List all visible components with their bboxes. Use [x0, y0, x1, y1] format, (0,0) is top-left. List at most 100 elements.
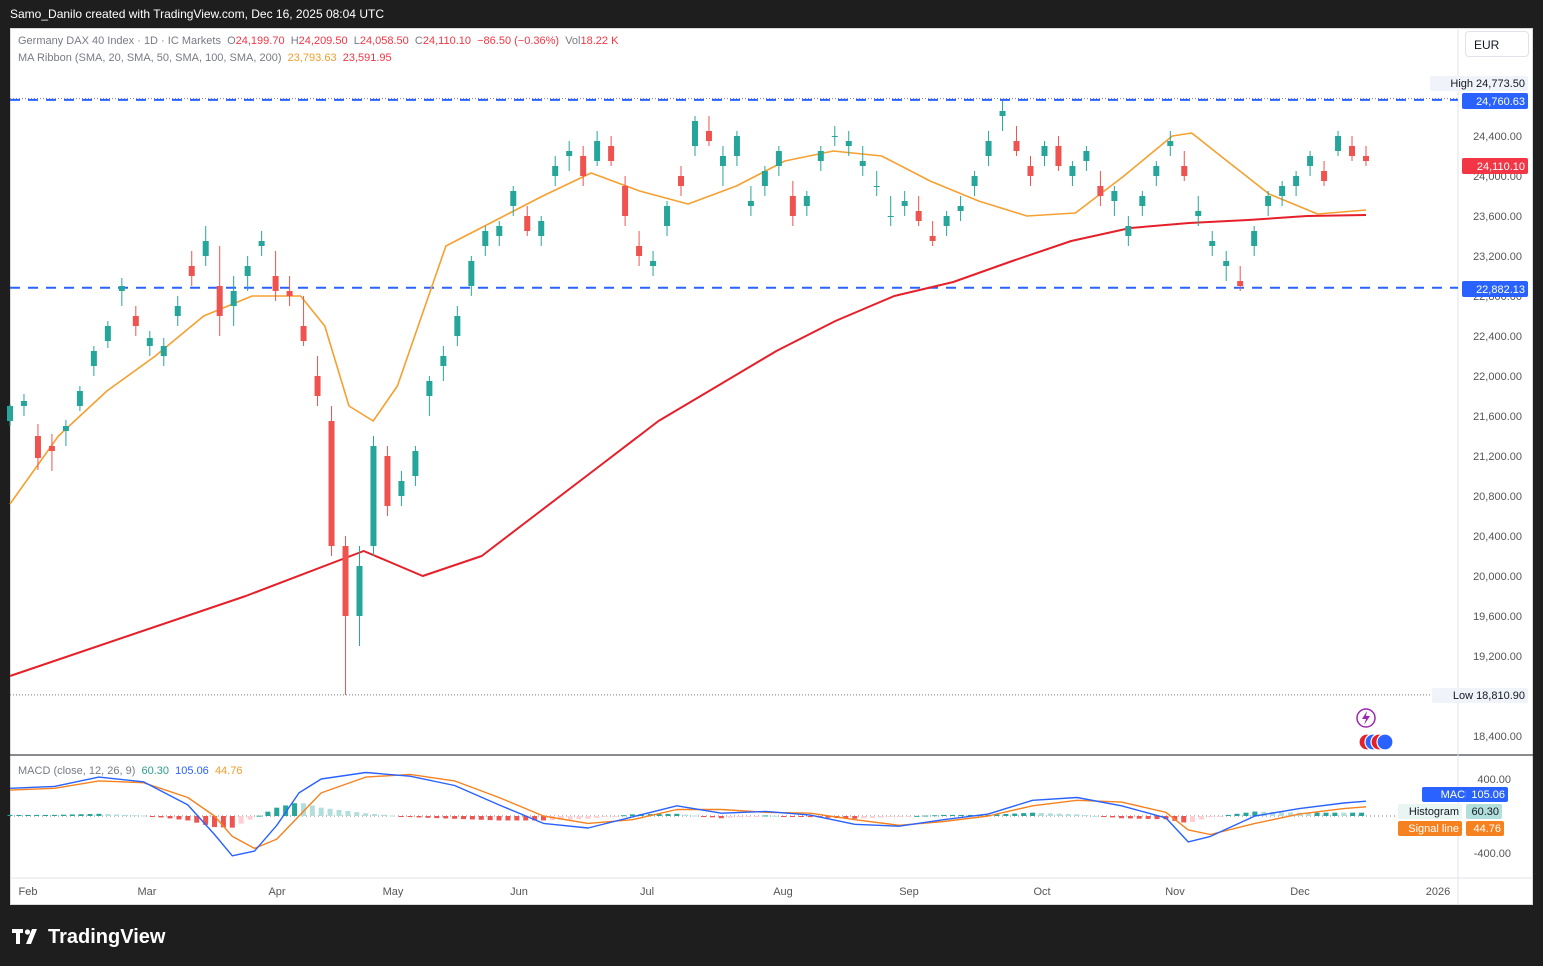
- macd-histogram-bar: [1003, 814, 1009, 816]
- macd-histogram-bar: [683, 814, 689, 816]
- candle-body: [524, 216, 531, 231]
- time-tick-label-feb: Feb: [19, 886, 38, 898]
- candle-body: [258, 241, 265, 246]
- candle-body: [1167, 141, 1174, 146]
- macd-histogram-bar: [1207, 816, 1213, 818]
- macd-value-label-box: [1466, 787, 1508, 802]
- candle-body: [202, 241, 209, 256]
- macd-histogram-bar: [914, 815, 920, 817]
- macd-histogram-bar: [407, 816, 413, 818]
- histogram-value-label-box: [1466, 804, 1502, 819]
- macd-histogram-bar: [941, 814, 947, 816]
- candle-body: [132, 316, 139, 326]
- candle-body: [566, 151, 573, 156]
- candle-body: [1363, 156, 1369, 161]
- macd-histogram-bar: [950, 814, 956, 816]
- support-price-label: 22,882.13: [1476, 284, 1525, 296]
- candle-body: [678, 176, 685, 186]
- candle-body: [747, 201, 754, 206]
- candle-body: [719, 156, 726, 166]
- macd-histogram-bar: [43, 814, 49, 816]
- macd-histogram-bar: [1083, 815, 1089, 817]
- macd-histogram-bar: [1279, 812, 1285, 816]
- candle-body: [775, 151, 782, 166]
- candle-body: [160, 346, 167, 356]
- macd-histogram-bar: [923, 815, 929, 817]
- macd-histogram-bar: [1234, 813, 1240, 816]
- macd-histogram-bar: [1101, 816, 1107, 817]
- price-tick-label: 18,400.00: [1473, 731, 1522, 743]
- signal-value-label-box: [1466, 821, 1504, 836]
- histogram-name-label: Histogram: [1409, 806, 1459, 818]
- legend-close-label: C: [414, 35, 423, 47]
- macd-histogram-bar: [1243, 812, 1249, 816]
- candle-body: [552, 166, 559, 176]
- macd-histogram-bar: [185, 816, 191, 821]
- macd-histogram-bar: [469, 816, 475, 820]
- macd-histogram-bar: [87, 814, 93, 816]
- macd-histogram-bar: [105, 814, 111, 816]
- candle-body: [244, 266, 251, 276]
- macd-histogram-bar: [194, 816, 200, 823]
- macd-histogram-bar: [452, 816, 458, 819]
- macd-histogram-bar: [843, 816, 849, 819]
- legend-open-label: O: [227, 35, 236, 47]
- candle-body: [426, 381, 433, 396]
- last-price-label: 24,110.10: [1477, 161, 1525, 173]
- legend-ma-title: MA Ribbon (SMA, 20, SMA, 50, SMA, 100, S…: [18, 52, 282, 64]
- legend-change: −86.50 (−0.36%): [477, 35, 560, 47]
- time-tick-label-jul: Jul: [640, 886, 654, 898]
- macd-histogram-bar: [34, 814, 40, 816]
- macd-histogram-bar: [558, 816, 564, 820]
- histogram-value-label: 60.30: [1471, 806, 1499, 818]
- macd-histogram-bar: [1359, 812, 1365, 816]
- candle-body: [859, 161, 866, 166]
- candle-body: [1237, 281, 1244, 286]
- macd-histogram-bar: [25, 814, 31, 816]
- price-tick-label: 24,400.00: [1473, 131, 1522, 143]
- candle-body: [90, 351, 97, 366]
- macd-histogram-bar: [763, 815, 769, 817]
- candle-body: [705, 131, 712, 141]
- macd-histogram-bar: [425, 816, 431, 818]
- price-tick-label: 23,200.00: [1473, 251, 1522, 263]
- macd-histogram-bar: [78, 814, 84, 816]
- macd-histogram-bar: [1074, 814, 1080, 816]
- candle-body: [831, 136, 838, 137]
- legend-macd-val: 105.06: [175, 765, 209, 777]
- macd-histogram-bar: [781, 816, 787, 817]
- macd-histogram-bar: [825, 816, 831, 818]
- time-tick-label-nov: Nov: [1165, 886, 1185, 898]
- macd-name-label: MACD: [1441, 789, 1473, 801]
- candle-body: [328, 421, 335, 546]
- macd-line: [9, 771, 1367, 857]
- signal-value-label: 44.76: [1473, 823, 1501, 835]
- macd-histogram-bar: [1012, 813, 1018, 816]
- candle-body: [286, 291, 293, 296]
- macd-histogram-bar: [1110, 816, 1116, 818]
- macd-histogram-bar: [692, 815, 698, 817]
- candle-body: [1125, 226, 1132, 236]
- macd-histogram-bar: [585, 816, 591, 819]
- macd-histogram-bar: [603, 816, 609, 817]
- macd-histogram-bar: [363, 813, 369, 816]
- price-tick-label: 21,600.00: [1473, 411, 1522, 423]
- macd-histogram-bar: [380, 814, 386, 816]
- legend-high-label: H: [290, 35, 299, 47]
- macd-histogram-bar: [60, 814, 66, 816]
- currency-button[interactable]: EUR: [1465, 31, 1529, 57]
- candle-body: [1195, 211, 1202, 216]
- candle-body: [1111, 191, 1118, 201]
- candle-body: [174, 306, 181, 316]
- candle-body: [412, 451, 419, 476]
- candle-body: [608, 146, 615, 161]
- price-tick-label: 20,800.00: [1473, 491, 1522, 503]
- chart-frame[interactable]: [10, 28, 1533, 905]
- candle-body: [761, 171, 768, 186]
- signal-name-label: Signal line: [1408, 823, 1459, 835]
- macd-histogram-bar: [167, 816, 173, 819]
- candle-body: [342, 546, 349, 616]
- time-tick-label-2026: 2026: [1426, 886, 1450, 898]
- legend-open: 24,199.70: [235, 35, 285, 47]
